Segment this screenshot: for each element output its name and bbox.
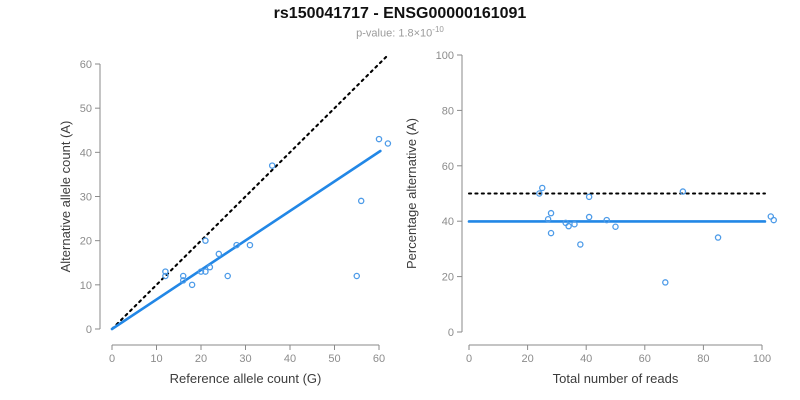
regression-line (110, 149, 382, 331)
data-point (612, 223, 619, 230)
x-axis-label: Reference allele count (G) (170, 371, 322, 386)
x-tick-label: 40 (284, 353, 296, 365)
y-tick-label: 20 (80, 236, 92, 248)
data-point (268, 162, 276, 169)
x-tick-label: 0 (466, 353, 472, 365)
y-axis-label: Alternative allele count (A) (58, 121, 73, 273)
data-point (202, 268, 209, 275)
data-point (162, 272, 169, 280)
data-point (547, 229, 555, 237)
y-tick-label: 40 (80, 147, 92, 159)
data-point (197, 268, 205, 275)
data-point (770, 216, 777, 224)
x-tick-label: 10 (150, 353, 162, 365)
data-point (585, 193, 593, 201)
data-point (188, 281, 196, 289)
data-point (547, 209, 555, 217)
page-title: rs150041717 - ENSG00000161091 (273, 5, 527, 22)
x-tick-label: 20 (521, 353, 533, 365)
data-point (162, 268, 169, 275)
identity-line (110, 54, 389, 331)
y-tick-label: 80 (442, 105, 454, 117)
x-tick-label: 100 (753, 353, 771, 365)
x-tick-label: 0 (109, 353, 115, 365)
data-point (224, 272, 231, 280)
x-axis-label: Total number of reads (553, 371, 679, 386)
data-point (202, 237, 209, 244)
data-point (206, 263, 214, 271)
x-tick-label: 30 (239, 353, 251, 365)
left-plot: 0 10 20 30 40 50 60 0 10 20 30 40 50 60 Reference alle… (58, 54, 392, 386)
data-point (246, 241, 254, 249)
y-tick-label: 100 (436, 50, 454, 62)
x-tick-label: 60 (639, 353, 651, 365)
x-tick-label: 50 (328, 353, 340, 365)
y-tick-label: 40 (442, 216, 454, 228)
data-point (577, 241, 584, 248)
data-point (215, 250, 223, 258)
y-tick-label: 30 (80, 192, 92, 204)
data-point (353, 272, 360, 280)
data-point (679, 188, 687, 195)
data-point (179, 277, 187, 284)
data-point (565, 222, 572, 230)
y-tick-label: 0 (86, 324, 92, 336)
data-point (571, 220, 578, 228)
x-tick-label: 80 (697, 353, 709, 365)
p-value-text: p-value: 1.8×10 (356, 27, 433, 40)
data-point (357, 197, 365, 205)
p-value-exponent: -10 (432, 25, 444, 34)
x-tick-label: 20 (195, 353, 207, 365)
y-axis-label: Percentage alternative (A) (404, 118, 419, 269)
y-tick-label: 20 (442, 272, 454, 284)
x-tick-label: 60 (373, 353, 385, 365)
y-tick-label: 0 (448, 327, 454, 339)
subtitle: p-value: 1.8×10-10 (0, 25, 800, 40)
data-point (544, 216, 552, 223)
data-point (536, 190, 543, 197)
data-point (233, 241, 240, 249)
data-point (585, 213, 593, 221)
right-plot: 0 20 40 60 80 100 0 20 40 60 80 100 Total number of … (404, 50, 777, 386)
data-point (539, 184, 546, 192)
y-tick-label: 60 (442, 161, 454, 173)
data-point (603, 216, 610, 224)
data-point (662, 279, 669, 286)
data-point (384, 140, 392, 147)
data-point (179, 272, 187, 280)
x-tick-label: 40 (580, 353, 592, 365)
y-tick-label: 50 (80, 103, 92, 115)
y-tick-label: 60 (80, 59, 92, 71)
data-point (714, 234, 722, 241)
y-tick-label: 10 (80, 280, 92, 292)
data-point (375, 135, 383, 143)
